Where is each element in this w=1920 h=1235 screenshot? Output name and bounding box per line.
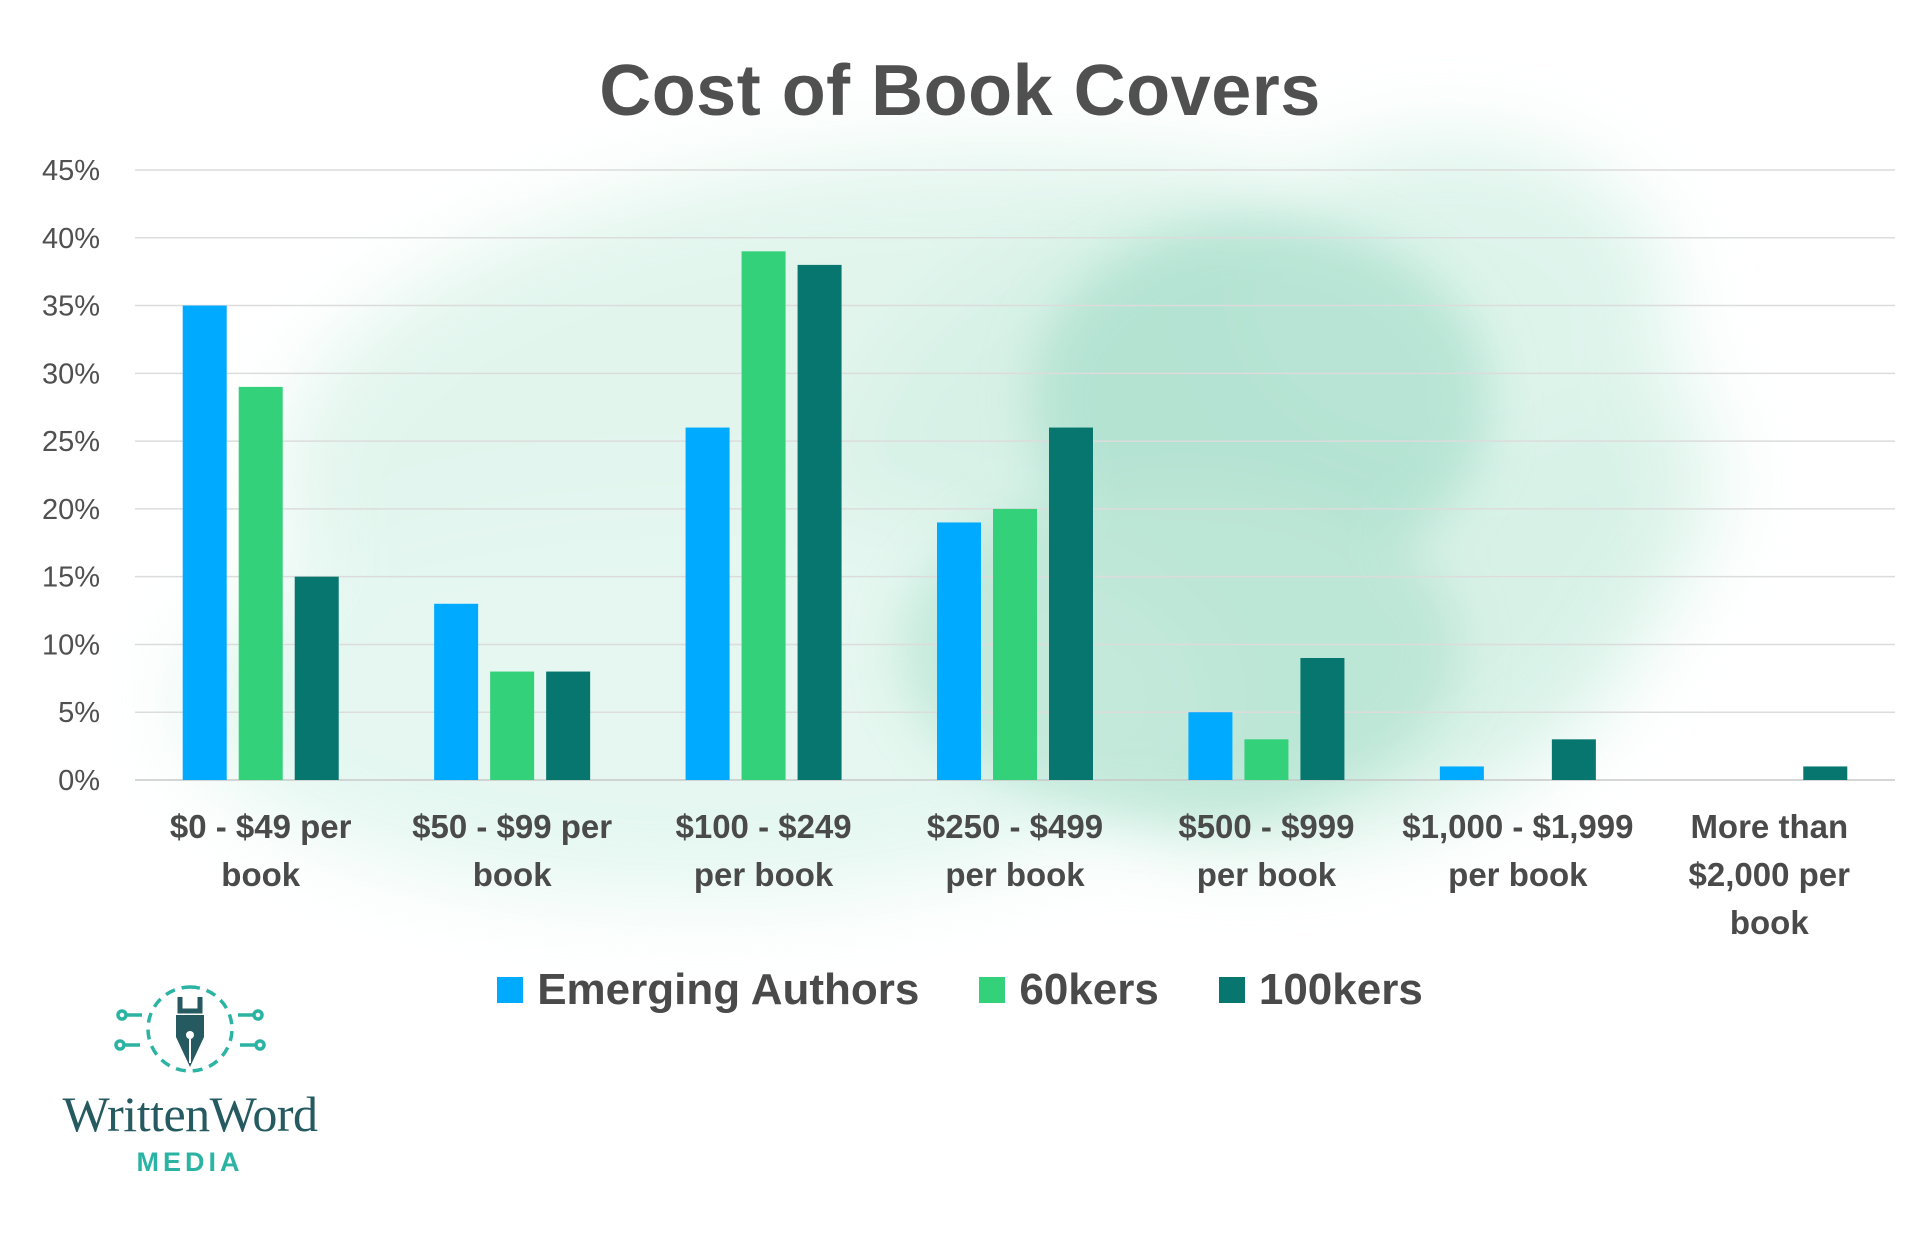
bar	[239, 387, 283, 780]
x-category-label: $250 - $499 per book	[927, 808, 1103, 893]
logo-tagline: MEDIA	[30, 1147, 350, 1178]
bar	[742, 251, 786, 780]
legend-item: 100kers	[1219, 965, 1423, 1015]
bar	[937, 522, 981, 780]
writtenword-logo: WrittenWord MEDIA	[30, 975, 350, 1185]
y-tick-label: 10%	[42, 629, 100, 661]
legend-label: Emerging Authors	[537, 965, 919, 1015]
logo-wordmark: WrittenWord	[30, 1085, 350, 1143]
bar	[1188, 712, 1232, 780]
bar	[1803, 766, 1847, 780]
x-category-label: $500 - $999 per book	[1178, 808, 1354, 893]
bar	[1049, 428, 1093, 780]
legend-swatch	[979, 977, 1005, 1003]
bar	[295, 577, 339, 780]
legend-label: 100kers	[1259, 965, 1423, 1015]
x-category-label: $0 - $49 per book	[170, 808, 352, 893]
pen-nib-circuit-icon	[30, 975, 350, 1085]
y-tick-label: 45%	[42, 155, 100, 187]
legend-item: 60kers	[979, 965, 1158, 1015]
x-category-label: More than $2,000 per book	[1689, 808, 1851, 941]
bar	[993, 509, 1037, 780]
legend-swatch	[497, 977, 523, 1003]
x-category-label: $100 - $249 per book	[675, 808, 851, 893]
x-category-label: $1,000 - $1,999 per book	[1402, 808, 1633, 893]
y-tick-label: 15%	[42, 562, 100, 594]
y-tick-label: 5%	[58, 697, 100, 729]
bar	[1440, 766, 1484, 780]
bar	[1300, 658, 1344, 780]
y-tick-label: 40%	[42, 223, 100, 255]
bar	[798, 265, 842, 780]
bar	[434, 604, 478, 780]
bar	[490, 672, 534, 780]
x-category-label: $50 - $99 per book	[412, 808, 612, 893]
legend-label: 60kers	[1019, 965, 1158, 1015]
legend-swatch	[1219, 977, 1245, 1003]
bar	[546, 672, 590, 780]
bar	[183, 306, 227, 780]
y-tick-label: 25%	[42, 426, 100, 458]
y-tick-label: 20%	[42, 494, 100, 526]
y-tick-label: 35%	[42, 291, 100, 323]
bar	[686, 428, 730, 780]
bar	[1552, 739, 1596, 780]
y-tick-label: 30%	[42, 358, 100, 390]
y-tick-label: 0%	[58, 765, 100, 797]
legend-item: Emerging Authors	[497, 965, 919, 1015]
bar	[1244, 739, 1288, 780]
